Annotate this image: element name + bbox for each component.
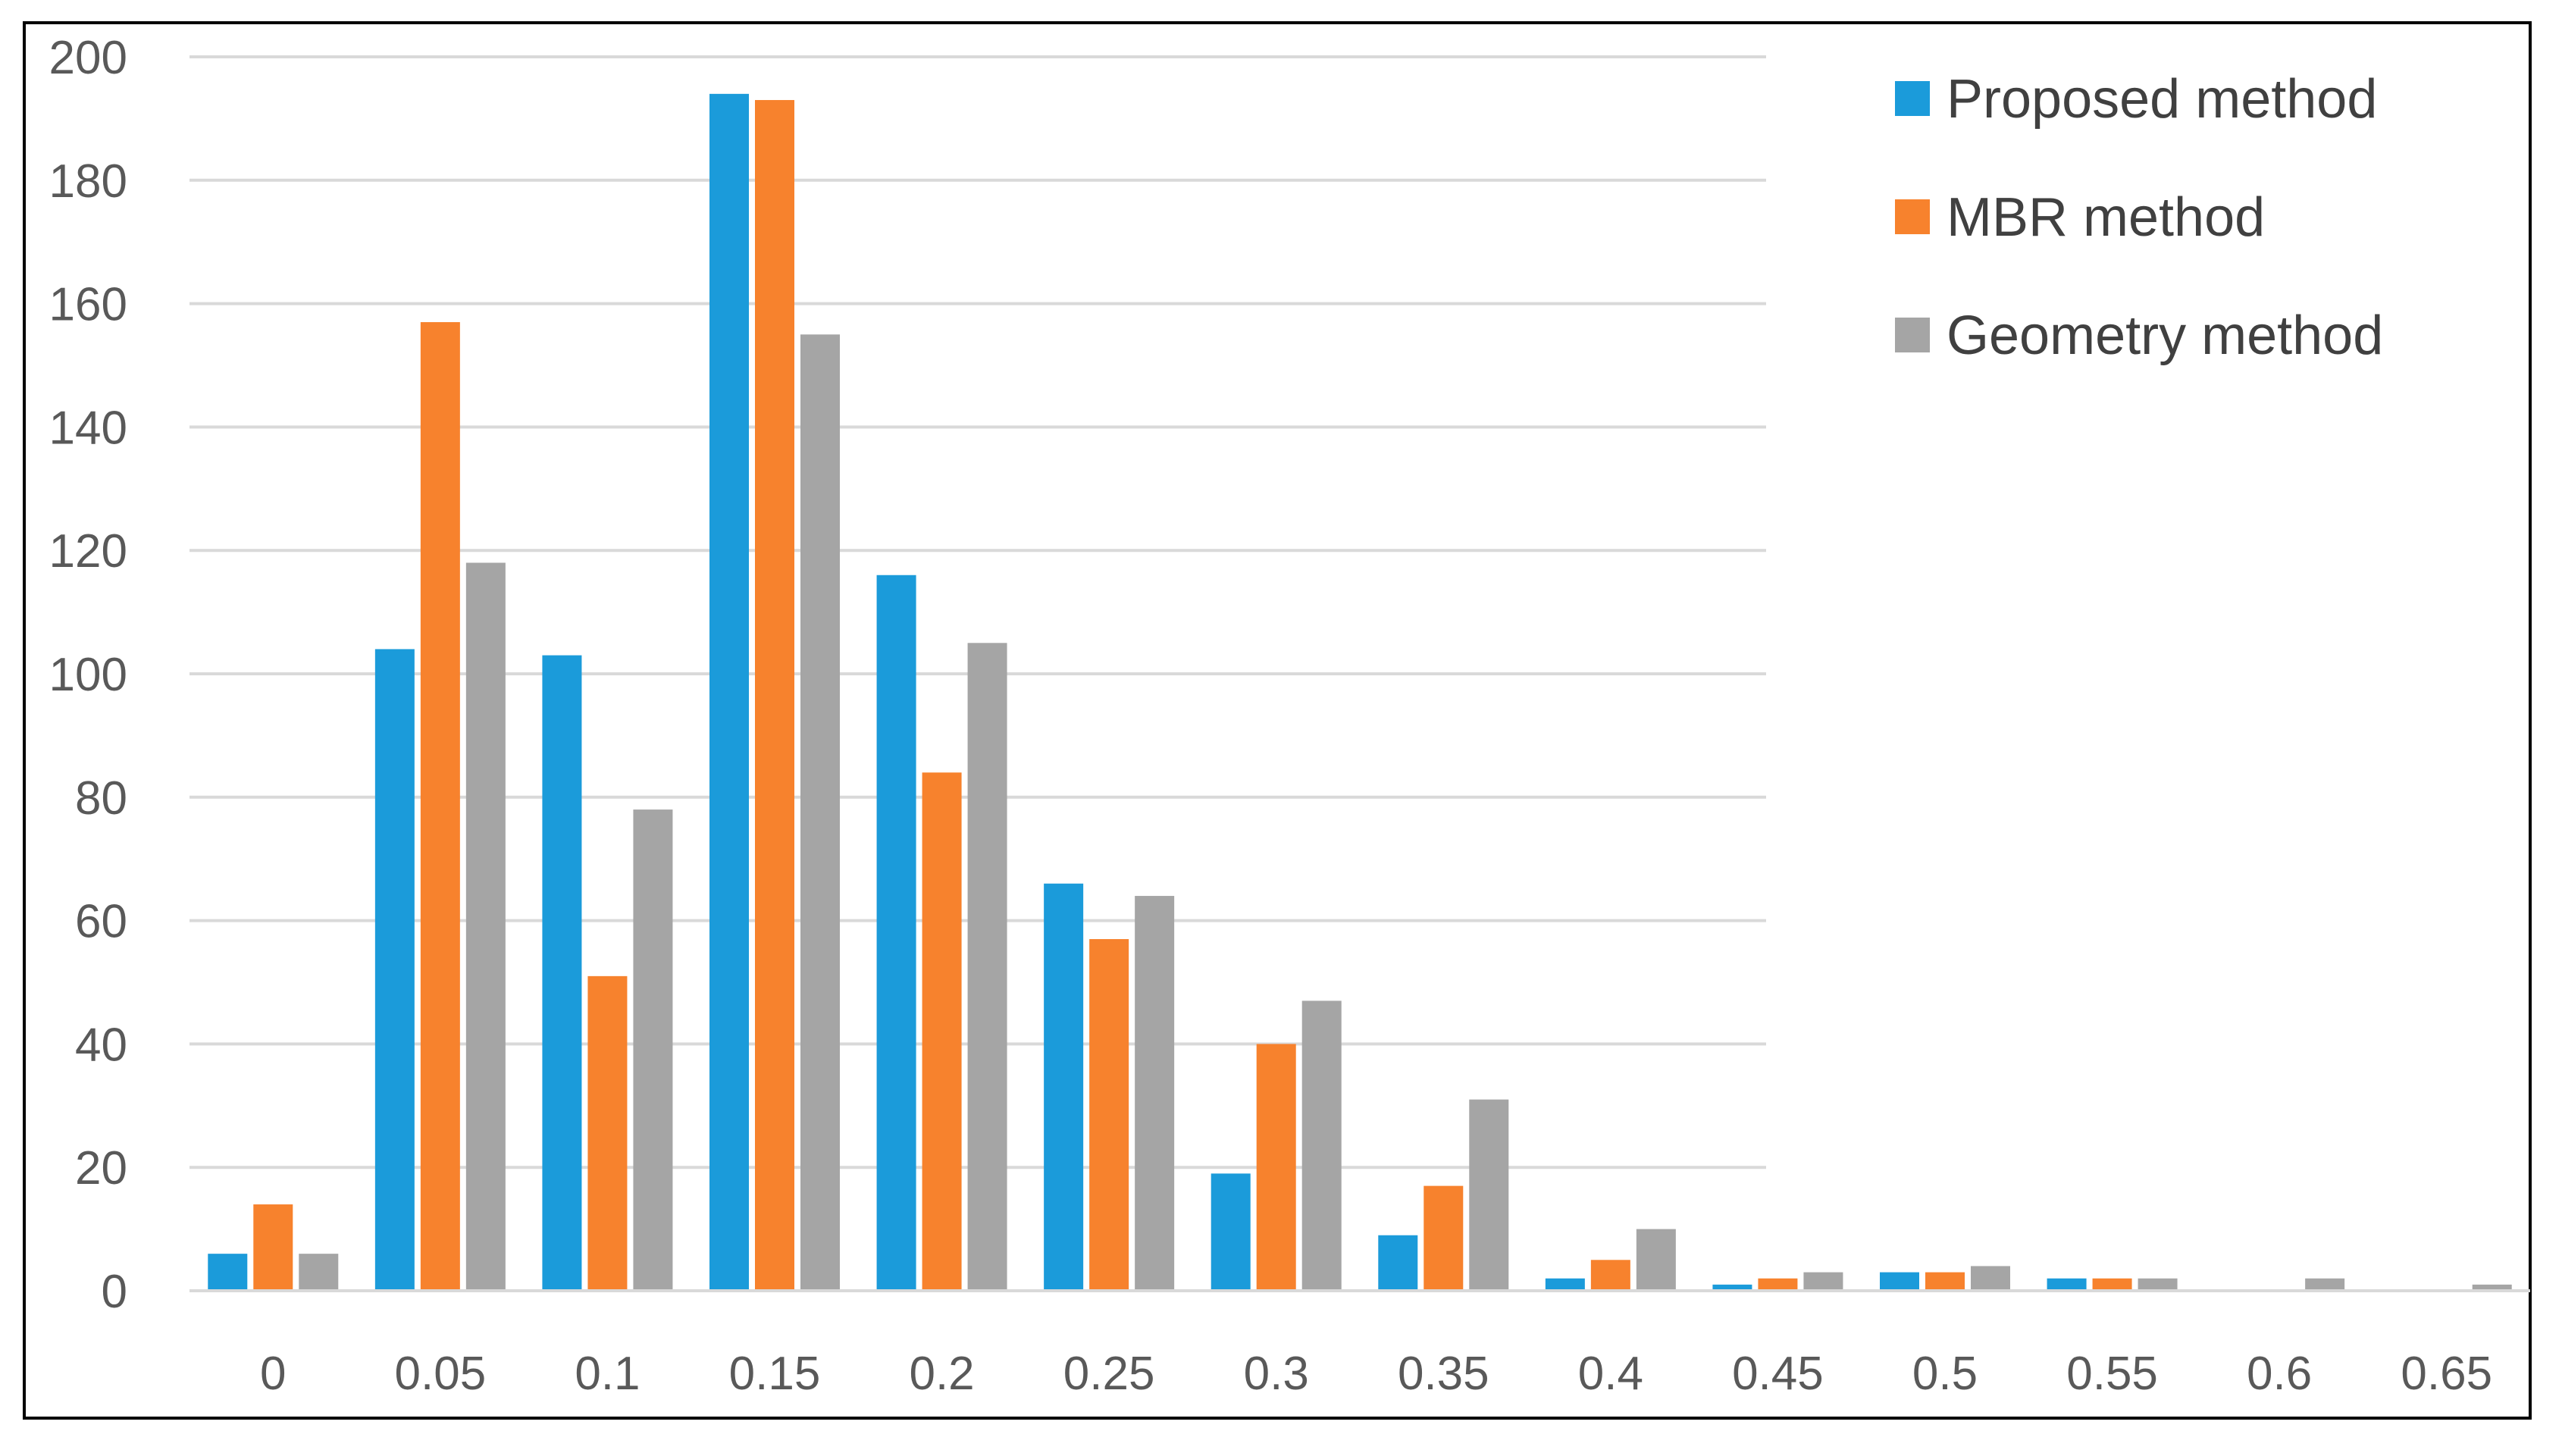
y-tick-label: 80 — [75, 772, 127, 825]
legend: Proposed method MBR method Geometry method — [1895, 69, 2383, 366]
bar-mbr-method-0.35 — [1424, 1185, 1464, 1291]
bar-proposed-method-0.25 — [1044, 883, 1084, 1291]
bar-geometry-method-0.25 — [1135, 896, 1175, 1291]
bars — [208, 93, 2512, 1292]
bar-geometry-method-0.1 — [633, 809, 673, 1291]
x-tick-label: 0.5 — [1912, 1348, 1978, 1400]
x-tick-label: 0.55 — [2066, 1348, 2158, 1400]
y-tick-label: 200 — [49, 32, 127, 84]
bar-mbr-method-0 — [253, 1204, 293, 1291]
bar-proposed-method-0.15 — [709, 93, 749, 1292]
x-tick-label: 0.35 — [1398, 1348, 1489, 1400]
bar-mbr-method-0.25 — [1089, 939, 1129, 1291]
y-tick-label: 20 — [75, 1142, 127, 1195]
y-tick-label: 120 — [49, 525, 127, 578]
x-tick-label: 0.3 — [1244, 1348, 1309, 1400]
x-tick-label: 0.2 — [909, 1348, 974, 1400]
bar-mbr-method-0.5 — [1925, 1272, 1965, 1291]
y-tick-label: 100 — [49, 649, 127, 701]
bar-proposed-method-0.1 — [542, 655, 582, 1291]
legend-label: Geometry method — [1947, 305, 2383, 366]
bar-mbr-method-0.45 — [1758, 1278, 1798, 1291]
bar-geometry-method-0.4 — [1636, 1229, 1676, 1291]
y-tick-label: 140 — [49, 402, 127, 454]
legend-swatch-geometry-method — [1895, 318, 1930, 352]
x-tick-label: 0.15 — [729, 1348, 821, 1400]
x-tick-label: 0.4 — [1578, 1348, 1643, 1400]
x-tick-label: 0.25 — [1063, 1348, 1155, 1400]
bar-mbr-method-0.1 — [587, 975, 628, 1291]
y-tick-label: 60 — [75, 896, 127, 948]
bar-geometry-method-0.15 — [800, 334, 840, 1291]
bar-geometry-method-0.6 — [2305, 1278, 2345, 1291]
y-tick-label: 40 — [75, 1019, 127, 1071]
x-tick-label: 0.05 — [395, 1348, 487, 1400]
bar-mbr-method-0.05 — [420, 322, 460, 1291]
x-tick-label: 0.65 — [2401, 1348, 2492, 1400]
bar-geometry-method-0.5 — [1971, 1266, 2010, 1291]
bar-mbr-method-0.55 — [2092, 1278, 2132, 1291]
x-tick-label: 0 — [260, 1348, 286, 1400]
bar-mbr-method-0.15 — [755, 99, 794, 1292]
legend-label: MBR method — [1947, 187, 2265, 248]
bar-mbr-method-0.3 — [1256, 1044, 1296, 1291]
bar-geometry-method-0.65 — [2472, 1284, 2512, 1291]
bar-proposed-method-0.55 — [2047, 1278, 2087, 1291]
bar-mbr-method-0.2 — [922, 772, 962, 1291]
x-tick-label: 0.6 — [2247, 1348, 2312, 1400]
bar-proposed-method-0.45 — [1712, 1284, 1752, 1291]
bar-proposed-method-0.35 — [1378, 1235, 1418, 1291]
bar-proposed-method-0.05 — [374, 649, 415, 1291]
bar-geometry-method-0 — [299, 1254, 339, 1291]
legend-swatch-mbr-method — [1895, 199, 1930, 234]
bar-geometry-method-0.45 — [1803, 1272, 1843, 1291]
bar-geometry-method-0.55 — [2138, 1278, 2178, 1291]
bar-proposed-method-0.2 — [876, 575, 916, 1291]
bar-geometry-method-0.05 — [465, 562, 506, 1291]
y-tick-label: 0 — [102, 1266, 127, 1318]
x-tick-label: 0.45 — [1732, 1348, 1824, 1400]
bar-proposed-method-0.5 — [1880, 1272, 1919, 1291]
legend-label: Proposed method — [1947, 69, 2377, 130]
y-tick-label: 160 — [49, 279, 127, 331]
legend-swatch-proposed-method — [1895, 81, 1930, 116]
axes: 0 20 40 60 80 100 120 140 160 180 200 0 0.05 0.1 0.15 0… — [49, 32, 2530, 1400]
bar-proposed-method-0.3 — [1211, 1173, 1251, 1291]
bar-mbr-method-0.4 — [1590, 1260, 1630, 1291]
bar-proposed-method-0 — [208, 1254, 248, 1291]
bar-proposed-method-0.4 — [1545, 1278, 1585, 1291]
bar-geometry-method-0.2 — [967, 643, 1007, 1291]
y-tick-label: 180 — [49, 155, 127, 208]
bar-geometry-method-0.35 — [1469, 1099, 1509, 1291]
bar-geometry-method-0.3 — [1301, 1000, 1342, 1291]
x-tick-label: 0.1 — [575, 1348, 640, 1400]
